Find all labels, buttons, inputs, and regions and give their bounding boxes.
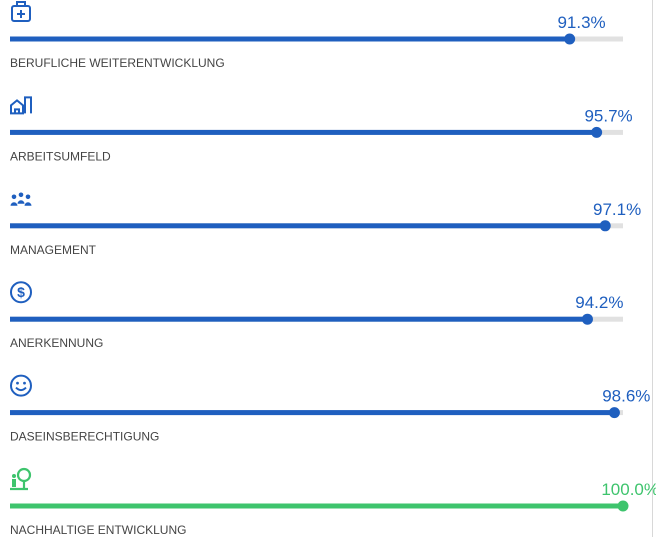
icon-part xyxy=(10,481,28,491)
icon xyxy=(10,374,32,397)
bar xyxy=(10,316,588,322)
bar-knob xyxy=(608,407,620,419)
icon-part xyxy=(23,381,26,385)
icon-part: $ xyxy=(17,284,25,300)
bar-knob xyxy=(581,313,593,325)
icon-part xyxy=(16,1,26,18)
icon: $ xyxy=(10,281,32,304)
bar xyxy=(10,503,623,509)
bar-knob xyxy=(591,126,603,138)
bar-knob xyxy=(564,33,576,45)
bar-knob xyxy=(617,500,629,512)
value-label: 95.7% xyxy=(584,106,632,125)
icon-part xyxy=(12,479,16,487)
value-label: 97.1% xyxy=(593,200,641,219)
icon-part xyxy=(10,202,18,206)
category-label: BERUFLICHE WEITERENTWICKLUNG xyxy=(10,56,225,70)
category-label: ANERKENNUNG xyxy=(10,336,103,350)
bar-knob xyxy=(599,220,611,232)
category-label: ARBEITSUMFELD xyxy=(10,149,111,163)
bar xyxy=(10,410,615,416)
icon-part xyxy=(11,5,31,22)
icon-part xyxy=(12,474,16,478)
icon-part xyxy=(10,281,32,304)
icon-part xyxy=(16,467,32,483)
icon-part xyxy=(11,194,17,200)
category-label: NACHHALTIGE ENTWICKLUNG xyxy=(10,523,186,537)
icon-part xyxy=(15,386,27,392)
value-label: 94.2% xyxy=(575,293,623,312)
icon-part xyxy=(16,381,19,385)
icon-part xyxy=(24,202,32,206)
icon-part xyxy=(25,194,31,200)
category-label: DASEINSBERECHTIGUNG xyxy=(10,430,159,444)
icon xyxy=(10,467,32,491)
bar xyxy=(10,36,570,42)
bar xyxy=(10,223,606,229)
icon-part xyxy=(17,200,25,204)
icon xyxy=(10,192,32,206)
bar xyxy=(10,129,597,135)
category-label: MANAGEMENT xyxy=(10,243,97,257)
icon-part xyxy=(18,192,24,198)
value-label: 100.0% xyxy=(601,480,656,499)
value-label: 91.3% xyxy=(557,13,605,32)
icon-part xyxy=(10,96,32,115)
icon xyxy=(11,1,31,22)
value-label: 98.6% xyxy=(602,387,650,406)
icon-part xyxy=(10,374,32,397)
icon xyxy=(10,96,32,115)
